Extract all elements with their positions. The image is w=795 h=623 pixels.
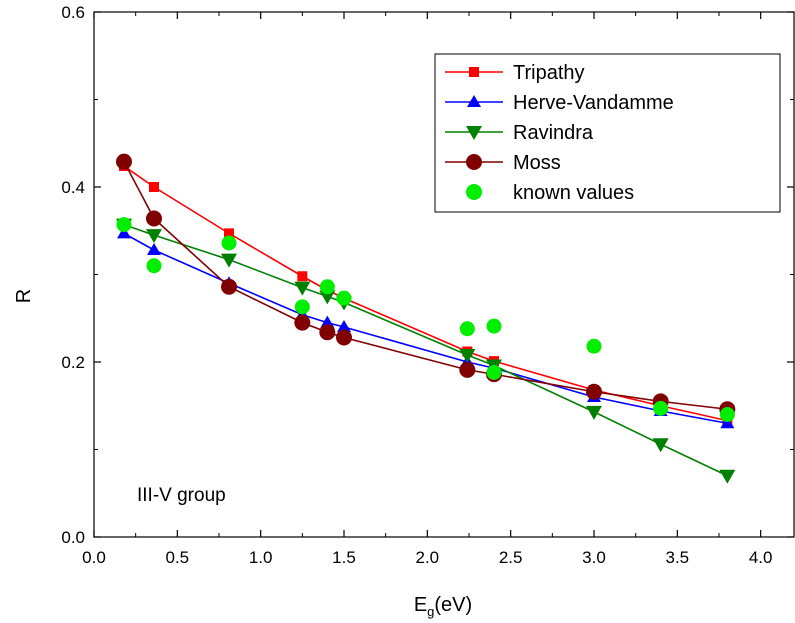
legend-item: Ravindra [445,122,594,144]
x-axis-title-sub: g [427,604,434,619]
legend-marker [467,95,481,107]
data-point [116,153,132,170]
y-tick-label: 0.6 [61,3,85,22]
legend-item: Tripathy [445,62,585,84]
x-tick-label: 4.0 [749,548,773,567]
data-point [224,228,234,239]
data-point [719,469,736,484]
x-tick-label: 1.5 [332,548,356,567]
legend-item: known values [466,182,634,204]
legend-label: Moss [513,152,561,174]
data-point [221,235,237,251]
legend-label: Ravindra [513,122,594,144]
legend-marker [466,126,482,140]
legend-item: Moss [445,152,561,174]
data-point [586,338,602,354]
data-point [459,361,476,378]
data-point [116,217,132,233]
y-tick-label: 0.4 [61,178,85,197]
x-axis-title-unit: (eV) [434,594,472,616]
x-tick-label: 3.5 [666,548,690,567]
legend-marker [469,67,479,77]
data-point [146,210,162,227]
data-point [221,278,237,295]
data-point [337,320,351,332]
y-tick-label: 0.0 [61,528,85,547]
data-point [653,400,669,416]
x-tick-label: 1.0 [249,548,273,567]
data-point [720,416,735,429]
legend-label: Tripathy [513,62,585,84]
y-tick-label: 0.2 [61,353,85,372]
data-point [146,258,162,274]
data-point [319,290,336,305]
data-point [459,321,475,337]
data-point [486,365,502,380]
data-point [147,243,161,255]
data-point [146,229,162,244]
legend-label: known values [513,182,634,204]
legend-marker [466,184,482,200]
legend-marker [466,154,482,170]
x-tick-label: 0.5 [166,548,190,567]
data-point [652,438,669,453]
data-point [586,383,602,400]
series-known-values [116,217,735,422]
x-axis-title: Eg(eV) [414,594,472,619]
data-point [320,315,335,328]
data-point [297,271,308,282]
x-tick-label: 3.0 [582,548,606,567]
data-point [294,299,310,315]
x-axis-title-main: E [414,594,427,616]
data-point [336,290,352,306]
data-point [221,253,237,268]
data-point [486,318,502,334]
y-axis-title: R [13,289,35,303]
annotation-text: III-V group [137,485,226,506]
data-point [294,281,311,296]
x-tick-label: 2.5 [499,548,523,567]
x-tick-label: 2.0 [416,548,440,567]
data-point [319,279,335,295]
data-point [719,407,735,422]
data-point [586,405,602,420]
legend-box [434,53,781,213]
data-point [149,182,159,192]
legend-label: Herve-Vandamme [513,92,674,114]
data-point [336,329,352,346]
data-point [294,314,311,331]
data-point [459,349,476,363]
data-point [319,324,336,341]
legend-item: Herve-Vandamme [445,92,674,114]
x-tick-label: 0.0 [82,548,106,567]
